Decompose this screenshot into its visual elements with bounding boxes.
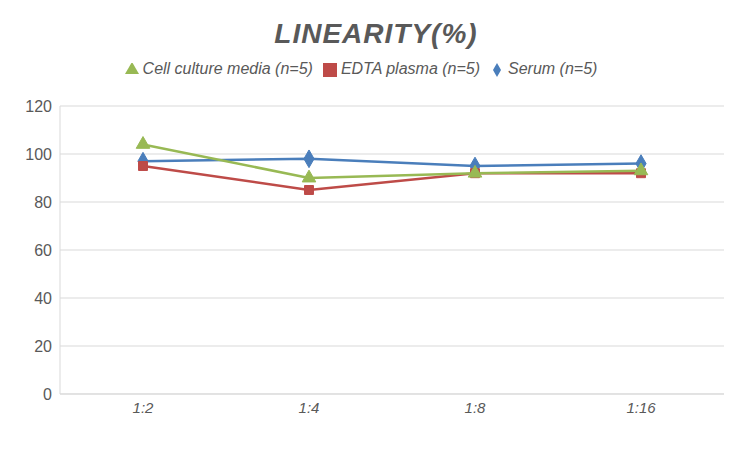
svg-text:1:2: 1:2 [133, 399, 155, 416]
svg-text:80: 80 [34, 194, 52, 211]
html-text:LINEARITY(%): LINEARITY(%) [274, 18, 478, 49]
svg-text:1:4: 1:4 [299, 399, 320, 416]
svg-text:60: 60 [34, 242, 52, 259]
svg-text:40: 40 [34, 290, 52, 307]
svg-text:1:16: 1:16 [626, 399, 656, 416]
svg-text:0: 0 [43, 386, 52, 403]
svg-text:20: 20 [34, 338, 52, 355]
svg-text:120: 120 [25, 98, 52, 115]
html-text:Cell culture media (n=5): Cell culture media (n=5) [142, 60, 313, 77]
html-text:EDTA plasma (n=5): EDTA plasma (n=5) [340, 60, 480, 77]
svg-text:1:8: 1:8 [465, 399, 487, 416]
html-text:Serum (n=5): Serum (n=5) [508, 60, 598, 77]
svg-text:100: 100 [25, 146, 52, 163]
